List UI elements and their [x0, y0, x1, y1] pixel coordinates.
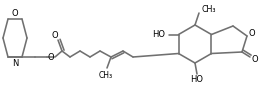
Text: HO: HO — [191, 75, 203, 84]
Text: O: O — [252, 56, 258, 65]
Text: CH₃: CH₃ — [201, 4, 215, 13]
Text: O: O — [52, 31, 58, 40]
Text: N: N — [12, 59, 18, 67]
Text: O: O — [48, 53, 54, 62]
Text: HO: HO — [153, 30, 165, 39]
Text: O: O — [249, 29, 255, 37]
Text: CH₃: CH₃ — [99, 70, 113, 79]
Text: O: O — [12, 9, 18, 18]
